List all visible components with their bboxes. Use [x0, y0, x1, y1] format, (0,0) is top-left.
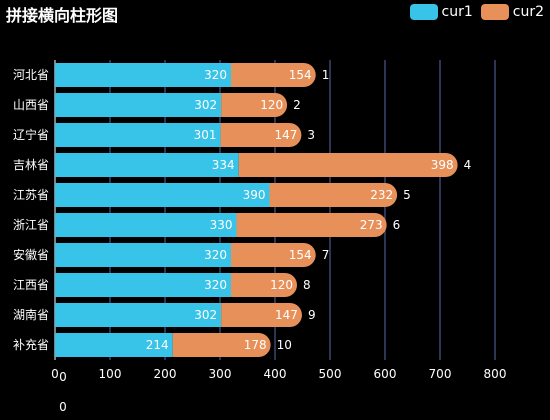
- value-label-cur1: 302: [194, 308, 217, 322]
- bar-end-label: 3: [307, 128, 315, 142]
- chart-title: 拼接横向柱形图: [6, 6, 119, 25]
- value-label-cur1: 320: [204, 248, 227, 262]
- value-label-cur1: 320: [204, 278, 227, 292]
- bar-end-label: 10: [277, 338, 292, 352]
- value-label-cur1: 302: [194, 98, 217, 112]
- legend-label-cur2: cur2: [512, 4, 544, 20]
- bar-cur2: [238, 153, 458, 177]
- value-label-cur2: 154: [289, 248, 312, 262]
- x-tick-label: 800: [484, 367, 507, 381]
- value-label-cur2: 120: [270, 278, 293, 292]
- bar-cur2: [236, 213, 387, 237]
- legend: cur1 cur2: [409, 4, 544, 20]
- bar-end-label: 1: [322, 68, 330, 82]
- extra-label: 0: [59, 370, 67, 384]
- value-label-cur1: 334: [212, 158, 235, 172]
- bar-cur1: [55, 273, 231, 297]
- value-label-cur1: 330: [210, 218, 233, 232]
- bar-end-label: 4: [464, 158, 472, 172]
- x-tick-label: 500: [319, 367, 342, 381]
- bar-cur2: [231, 273, 297, 297]
- value-label-cur2: 147: [274, 128, 297, 142]
- bar-cur1: [55, 183, 270, 207]
- legend-label-cur1: cur1: [441, 4, 473, 20]
- bar-cur1: [55, 123, 221, 147]
- bar-end-label: 5: [403, 188, 411, 202]
- x-tick-label: 100: [99, 367, 122, 381]
- value-label-cur2: 232: [370, 188, 393, 202]
- x-tick-label: 700: [429, 367, 452, 381]
- bar-cur1: [55, 213, 237, 237]
- bar-cur1: [55, 153, 239, 177]
- category-label: 吉林省: [13, 158, 49, 172]
- legend-item-cur1[interactable]: cur1: [409, 4, 473, 20]
- bar-cur2: [220, 123, 302, 147]
- category-label: 山西省: [13, 98, 49, 112]
- legend-swatch-cur2: [480, 4, 509, 20]
- value-label-cur1: 320: [204, 68, 227, 82]
- category-label: 辽宁省: [13, 127, 49, 142]
- category-label: 河北省: [13, 68, 49, 82]
- bar-cur2: [231, 63, 316, 87]
- category-label: 安徽省: [13, 247, 49, 262]
- bar-cur1: [55, 93, 222, 117]
- category-label: 江西省: [13, 278, 49, 292]
- value-label-cur2: 398: [431, 158, 454, 172]
- bar-end-label: 9: [308, 308, 316, 322]
- bar-cur2: [221, 93, 288, 117]
- bar-cur2: [231, 243, 316, 267]
- value-label-cur2: 120: [260, 98, 283, 112]
- bar-cur1: [55, 303, 222, 327]
- bar-cur2: [221, 303, 302, 327]
- value-label-cur2: 178: [244, 338, 267, 352]
- bar-cur2: [269, 183, 398, 207]
- bar-end-label: 6: [393, 218, 401, 232]
- x-tick-label: 0: [51, 367, 59, 381]
- bar-cur2: [172, 333, 271, 357]
- extra-label: 0: [59, 400, 67, 414]
- bar-end-label: 8: [303, 278, 311, 292]
- value-label-cur1: 301: [194, 128, 217, 142]
- x-tick-label: 400: [264, 367, 287, 381]
- legend-item-cur2[interactable]: cur2: [480, 4, 544, 20]
- bar-cur1: [55, 63, 231, 87]
- category-label: 补充省: [13, 337, 49, 352]
- value-label-cur1: 214: [146, 338, 169, 352]
- x-tick-label: 200: [154, 367, 177, 381]
- bar-end-label: 7: [322, 248, 330, 262]
- category-label: 浙江省: [13, 218, 49, 232]
- x-tick-label: 600: [374, 367, 397, 381]
- value-label-cur2: 273: [360, 218, 383, 232]
- bar-end-label: 2: [293, 98, 301, 112]
- x-tick-label: 300: [209, 367, 232, 381]
- value-label-cur2: 154: [289, 68, 312, 82]
- legend-swatch-cur1: [409, 4, 438, 20]
- value-label-cur2: 147: [275, 308, 298, 322]
- category-label: 湖南省: [13, 307, 49, 322]
- value-label-cur1: 390: [243, 188, 266, 202]
- category-label: 江苏省: [13, 188, 49, 202]
- bar-cur1: [55, 243, 231, 267]
- bar-cur1: [55, 333, 173, 357]
